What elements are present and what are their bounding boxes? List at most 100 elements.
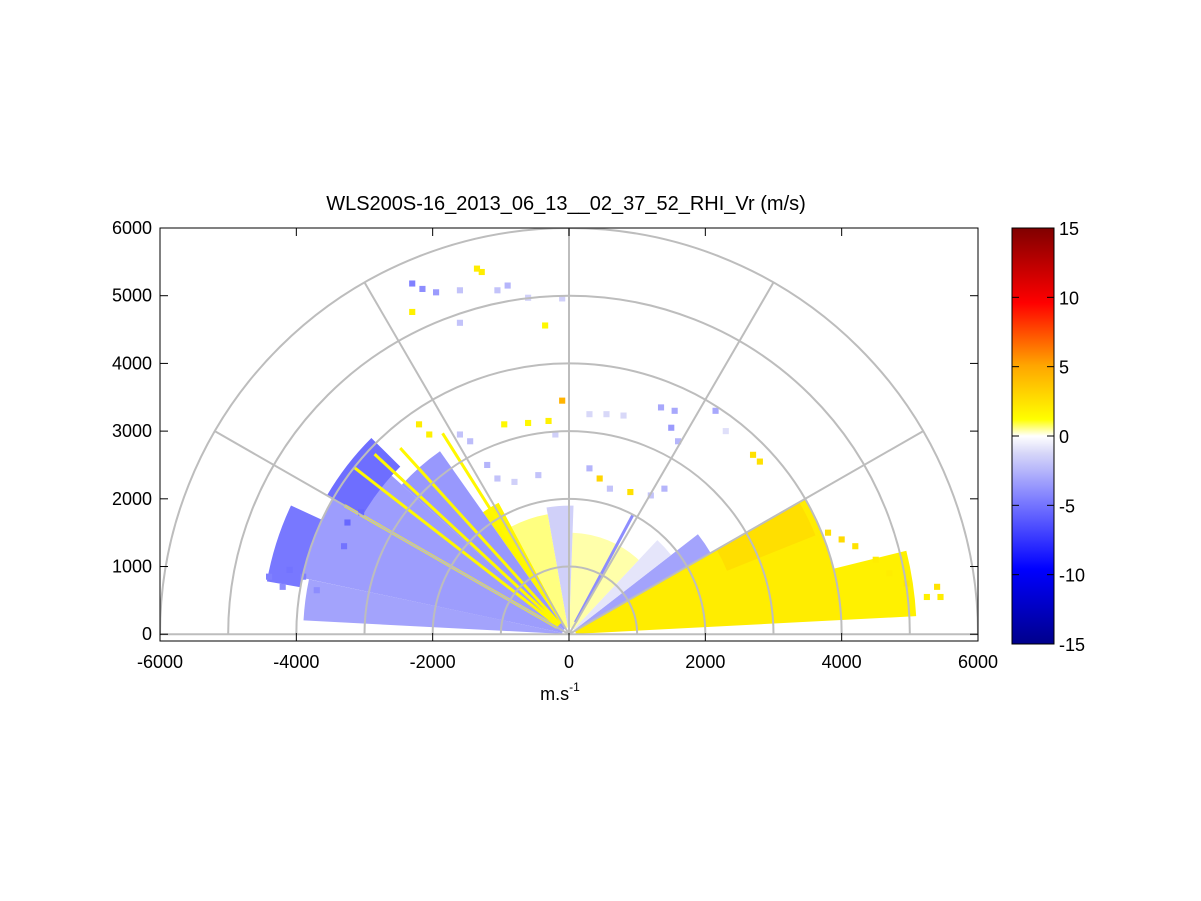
velocity-cell	[545, 417, 552, 425]
axes: -6000 -4000 -2000 0 2000 4000 6000 0 1000 2000 300…	[112, 218, 998, 672]
azimuth-spoke	[568, 430, 924, 636]
velocity-cell	[627, 489, 634, 496]
velocity-cell	[535, 472, 542, 479]
velocity-cell	[756, 458, 763, 465]
velocity-cell	[501, 421, 508, 428]
velocity-cell	[344, 519, 351, 526]
velocity-cell	[671, 407, 678, 414]
velocity-cell	[749, 451, 757, 458]
velocity-sector	[716, 502, 816, 571]
velocity-cell	[852, 543, 859, 550]
colorbar-ticks: 15 10 5 0 -5 -10 -15	[1012, 219, 1085, 655]
velocity-cell	[872, 556, 879, 563]
velocity-cell	[467, 438, 474, 445]
y-tick-label: 1000	[112, 557, 152, 577]
velocity-sector	[573, 540, 672, 631]
velocity-cell	[279, 583, 286, 590]
velocity-cell	[674, 438, 682, 445]
velocity-ray	[353, 466, 560, 628]
colorbar-tick-label: -10	[1059, 566, 1085, 586]
velocity-sector	[326, 437, 401, 516]
velocity-cell	[286, 566, 293, 573]
velocity-cell	[419, 285, 426, 292]
azimuth-spoke	[568, 281, 775, 635]
velocity-cell	[552, 431, 559, 438]
velocity-cell	[409, 308, 416, 316]
velocity-cell	[657, 404, 665, 411]
velocity-cell	[484, 461, 491, 469]
velocity-ray	[399, 447, 561, 626]
y-tick-label: 0	[142, 624, 152, 644]
colorbar-tick-label: -5	[1059, 496, 1075, 516]
velocity-sector	[511, 514, 568, 629]
velocity-cell	[313, 587, 320, 594]
colorbar-tick-label: 15	[1059, 219, 1079, 239]
polar-grid	[160, 228, 978, 636]
chart-title: WLS200S-16_2013_06_13__02_37_52_RHI_Vr (…	[326, 193, 806, 215]
velocity-cell	[937, 593, 944, 601]
x-tick-label: 4000	[822, 652, 862, 672]
velocity-cell	[586, 465, 593, 472]
velocity-cell	[504, 282, 511, 289]
velocity-cell	[265, 573, 273, 580]
azimuth-spoke	[363, 281, 570, 635]
velocity-ray	[441, 432, 564, 624]
x-tick-label: 2000	[685, 652, 725, 672]
velocity-cell	[433, 289, 440, 296]
colorbar-tick-label: 0	[1059, 427, 1069, 447]
velocity-cell	[511, 478, 518, 485]
velocity-sector	[574, 534, 711, 631]
velocity-sector	[833, 550, 917, 621]
x-tick-label: 0	[564, 652, 574, 672]
y-tick-label: 3000	[112, 421, 152, 441]
x-axis-label-base: m.s	[540, 684, 569, 704]
velocity-cell	[456, 287, 464, 294]
velocity-cell	[661, 485, 668, 492]
velocity-cell	[415, 421, 423, 428]
velocity-cell	[358, 509, 365, 516]
velocity-cell	[559, 397, 566, 404]
velocity-sector	[266, 505, 322, 588]
velocity-cell	[886, 570, 893, 577]
x-tick-label: -2000	[410, 652, 456, 672]
velocity-cell	[606, 485, 613, 492]
x-tick-label: -4000	[273, 652, 319, 672]
velocity-cell	[542, 322, 549, 329]
x-tick-label: -6000	[137, 652, 183, 672]
velocity-cell	[824, 529, 832, 536]
velocity-cell	[494, 287, 501, 294]
velocity-cell	[712, 407, 719, 414]
velocity-cell	[456, 319, 464, 326]
x-axis-label-exp: -1	[569, 680, 580, 694]
velocity-cell	[340, 543, 348, 550]
velocity-cell	[668, 424, 675, 431]
colorbar-tick-label: 5	[1059, 358, 1069, 378]
velocity-cell	[838, 536, 845, 543]
velocity-cell	[620, 412, 627, 419]
velocity-cell	[473, 265, 481, 272]
azimuth-spoke	[214, 430, 570, 636]
velocity-cell	[525, 419, 532, 427]
x-axis-label: m.s-1	[540, 680, 580, 704]
colorbar-tick-label: -15	[1059, 635, 1085, 655]
y-tick-label: 6000	[112, 218, 152, 238]
velocity-ray	[574, 513, 635, 623]
velocity-cell	[722, 428, 729, 435]
y-tick-label: 5000	[112, 286, 152, 306]
x-tick-label: 6000	[958, 652, 998, 672]
y-tick-label: 2000	[112, 489, 152, 509]
velocity-cell	[934, 583, 941, 590]
velocity-cell	[478, 268, 485, 276]
y-tick-label: 4000	[112, 353, 152, 373]
velocity-cell	[603, 411, 610, 418]
velocity-cell	[494, 475, 501, 482]
velocity-cell	[586, 411, 593, 418]
velocity-ray	[373, 453, 561, 627]
velocity-cell	[923, 593, 930, 601]
velocity-cell	[409, 280, 416, 287]
velocity-cell	[456, 431, 464, 438]
velocity-cell	[559, 295, 566, 302]
colorbar-tick-label: 10	[1059, 288, 1079, 308]
velocity-cell	[596, 475, 603, 482]
